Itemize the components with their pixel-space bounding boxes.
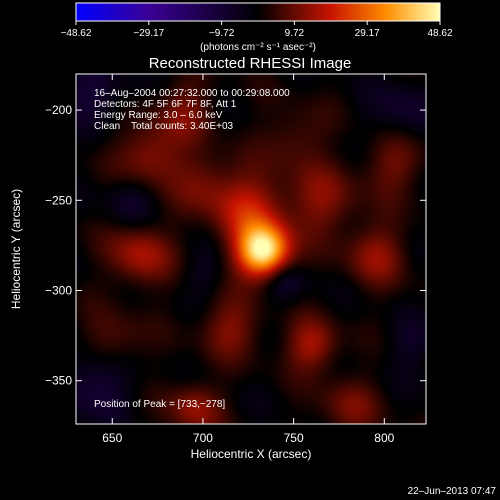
annotation-time-range: 16–Aug–2004 00:27:32.000 to 00:29:08.000 (94, 88, 290, 99)
colorbar-tick-label: 48.62 (427, 28, 452, 39)
image-container (76, 74, 426, 424)
y-axis-label: Heliocentric Y (arcsec) (9, 189, 23, 309)
y-tick-label: −300 (45, 283, 72, 297)
colorbar-tick-label: 29.17 (355, 28, 380, 39)
colorbar-tick-label: −9.72 (209, 28, 235, 39)
colorbar: −48.62 −29.17 −9.72 9.72 29.17 48.62 (photons… (61, 2, 453, 53)
annotation-clean-counts: Clean Total counts: 3.40E+03 (94, 121, 234, 132)
colorbar-tick-label: −48.62 (61, 28, 92, 39)
chart-title: Reconstructed RHESSI Image (149, 55, 352, 72)
y-tick-label: −250 (45, 193, 72, 207)
colorbar-unit-label: (photons cm⁻² s⁻¹ asec⁻²) (200, 42, 316, 53)
y-axis-ticks: −200 −250 −300 −350 (45, 103, 426, 388)
y-tick-label: −350 (45, 374, 72, 388)
annotation-energy-range: Energy Range: 3.0 – 6.0 keV (94, 110, 223, 121)
colorbar-tick-label: −29.17 (133, 28, 164, 39)
x-tick-label: 750 (284, 431, 304, 445)
annotation-detectors: Detectors: 4F 5F 6F 7F 8F, Att 1 (94, 99, 237, 110)
x-axis-ticks: 650 700 750 800 (102, 74, 395, 445)
x-axis-label: Heliocentric X (arcsec) (191, 447, 312, 461)
footer-timestamp: 22–Jun–2013 07:47 (408, 486, 497, 497)
x-tick-label: 800 (374, 431, 394, 445)
colorbar-tick-label: 9.72 (285, 28, 305, 39)
x-tick-label: 650 (102, 431, 122, 445)
colorbar-ticks: −48.62 −29.17 −9.72 9.72 29.17 48.62 (61, 21, 453, 39)
colorbar-gradient (75, 2, 441, 22)
annotation-block: 16–Aug–2004 00:27:32.000 to 00:29:08.000… (94, 88, 290, 410)
x-tick-label: 700 (193, 431, 213, 445)
y-tick-label: −200 (45, 103, 72, 117)
heatmap-image (76, 74, 426, 424)
annotation-peak-position: Position of Peak = [733,−278] (94, 399, 225, 410)
plot-frame (75, 73, 427, 425)
